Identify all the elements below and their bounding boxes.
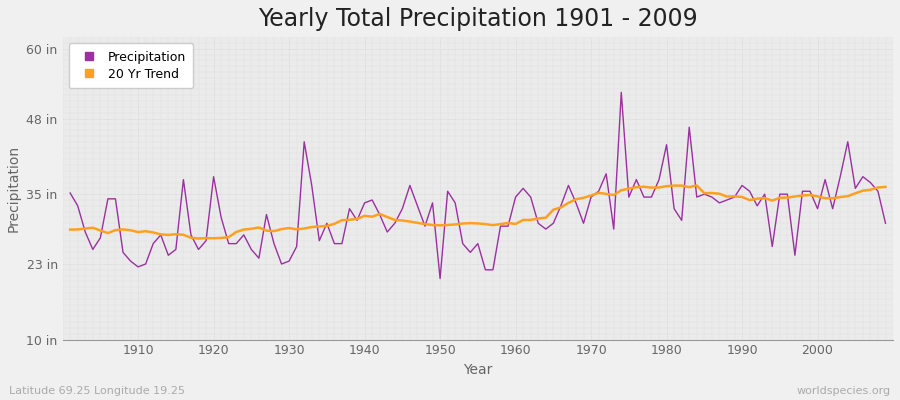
Y-axis label: Precipitation: Precipitation: [7, 145, 21, 232]
Legend: Precipitation, 20 Yr Trend: Precipitation, 20 Yr Trend: [69, 43, 194, 88]
Title: Yearly Total Precipitation 1901 - 2009: Yearly Total Precipitation 1901 - 2009: [258, 7, 698, 31]
Text: Latitude 69.25 Longitude 19.25: Latitude 69.25 Longitude 19.25: [9, 386, 185, 396]
Text: worldspecies.org: worldspecies.org: [796, 386, 891, 396]
X-axis label: Year: Year: [464, 363, 492, 377]
